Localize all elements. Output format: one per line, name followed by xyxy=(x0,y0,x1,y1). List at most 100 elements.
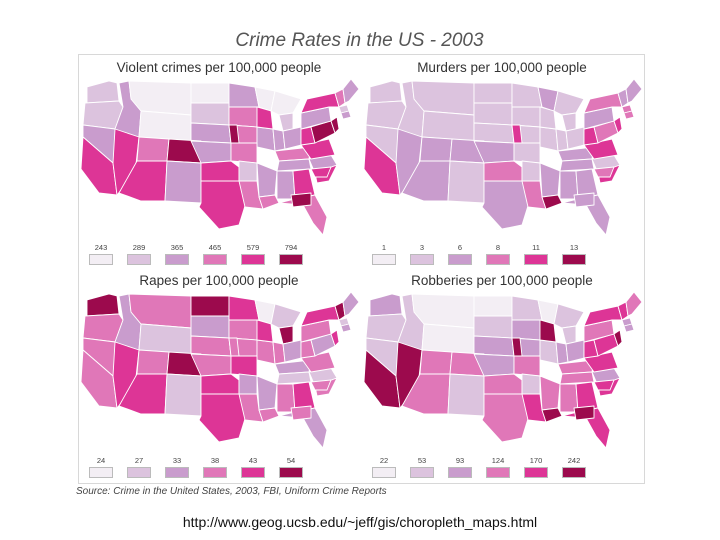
legend-label: 53 xyxy=(417,456,427,465)
legend-item: 6 xyxy=(446,243,474,267)
state-region xyxy=(136,349,170,375)
state-region xyxy=(300,305,340,327)
state-region xyxy=(539,339,559,365)
legend-swatch xyxy=(562,254,586,265)
legend-label: 170 xyxy=(529,456,543,465)
legend-item: 794 xyxy=(277,243,305,267)
state-region xyxy=(623,323,635,333)
legend-swatch xyxy=(89,254,113,265)
state-region xyxy=(421,110,475,142)
legend-label: 6 xyxy=(457,243,463,252)
state-region xyxy=(561,407,611,449)
maps-frame: Violent crimes per 100,000 people 243 289 3… xyxy=(78,54,645,484)
legend-swatch xyxy=(165,467,189,478)
state-region xyxy=(593,166,615,178)
state-region xyxy=(342,78,359,104)
legend-swatch xyxy=(279,254,303,265)
legend-swatch xyxy=(448,254,472,265)
state-region xyxy=(539,375,561,411)
state-region xyxy=(278,325,294,345)
map-legend: 1 3 6 8 11 13 xyxy=(370,243,600,267)
state-region xyxy=(447,160,485,204)
state-region xyxy=(190,335,232,357)
legend-label: 8 xyxy=(495,243,501,252)
map-legend: 243 289 365 465 579 794 xyxy=(87,243,317,267)
state-region xyxy=(310,379,332,391)
map-panel-title: Murders per 100,000 people xyxy=(417,60,587,75)
state-region xyxy=(363,136,401,196)
state-region xyxy=(369,80,403,104)
state-region xyxy=(278,112,294,132)
legend-swatch xyxy=(486,254,510,265)
state-region xyxy=(541,194,563,210)
state-region xyxy=(483,160,523,182)
state-region xyxy=(573,192,595,208)
state-region xyxy=(521,373,541,395)
state-region xyxy=(511,124,523,144)
legend-label: 54 xyxy=(286,456,296,465)
legend-swatch xyxy=(562,467,586,478)
legend-item: 243 xyxy=(87,243,115,267)
state-region xyxy=(340,110,352,120)
state-region xyxy=(270,303,302,329)
state-region xyxy=(541,407,563,423)
legend-item: 13 xyxy=(560,243,588,267)
us-choropleth-map xyxy=(363,291,642,449)
state-region xyxy=(511,106,543,128)
state-region xyxy=(278,407,328,449)
state-region xyxy=(190,82,230,104)
legend-swatch xyxy=(524,467,548,478)
map-panel-3: Rapes per 100,000 people 24 27 33 38 43 54 xyxy=(79,268,359,481)
legend-item: 93 xyxy=(446,456,474,480)
legend-label: 22 xyxy=(379,456,389,465)
state-region xyxy=(80,136,118,196)
legend-label: 33 xyxy=(172,456,182,465)
legend-label: 3 xyxy=(419,243,425,252)
state-region xyxy=(138,110,192,142)
legend-label: 43 xyxy=(248,456,258,465)
state-region xyxy=(401,160,451,202)
legend-swatch xyxy=(165,254,189,265)
state-region xyxy=(330,329,340,347)
state-region xyxy=(256,339,276,365)
legend-swatch xyxy=(372,467,396,478)
state-region xyxy=(561,112,577,132)
state-region xyxy=(539,162,561,198)
legend-label: 243 xyxy=(94,243,108,252)
state-region xyxy=(256,162,278,198)
state-region xyxy=(565,339,585,363)
map-panel-2: Murders per 100,000 people 1 3 6 8 11 13 xyxy=(362,55,642,268)
state-region xyxy=(282,126,302,150)
state-region xyxy=(447,373,485,417)
legend-item: 38 xyxy=(201,456,229,480)
state-region xyxy=(421,323,475,355)
legend-label: 93 xyxy=(455,456,465,465)
legend-swatch xyxy=(486,467,510,478)
legend-item: 43 xyxy=(239,456,267,480)
us-choropleth-map xyxy=(80,291,359,449)
state-region xyxy=(228,106,260,128)
state-region xyxy=(86,80,120,104)
legend-swatch xyxy=(203,467,227,478)
state-region xyxy=(270,90,302,116)
state-region xyxy=(228,295,260,321)
legend-item: 1 xyxy=(370,243,398,267)
state-region xyxy=(623,110,635,120)
state-region xyxy=(473,315,513,339)
state-region xyxy=(539,126,559,152)
legend-swatch xyxy=(410,467,434,478)
state-region xyxy=(164,160,202,204)
state-region xyxy=(278,194,328,236)
map-panel-title: Violent crimes per 100,000 people xyxy=(116,60,322,75)
legend-item: 3 xyxy=(408,243,436,267)
legend-label: 1 xyxy=(381,243,387,252)
state-region xyxy=(258,194,280,210)
state-region xyxy=(473,295,513,317)
state-region xyxy=(190,122,232,144)
map-panel-title: Rapes per 100,000 people xyxy=(139,273,299,288)
state-region xyxy=(258,407,280,423)
map-panel-title: Robberies per 100,000 people xyxy=(411,273,593,288)
legend-item: 33 xyxy=(163,456,191,480)
legend-item: 170 xyxy=(522,456,550,480)
legend-label: 365 xyxy=(170,243,184,252)
